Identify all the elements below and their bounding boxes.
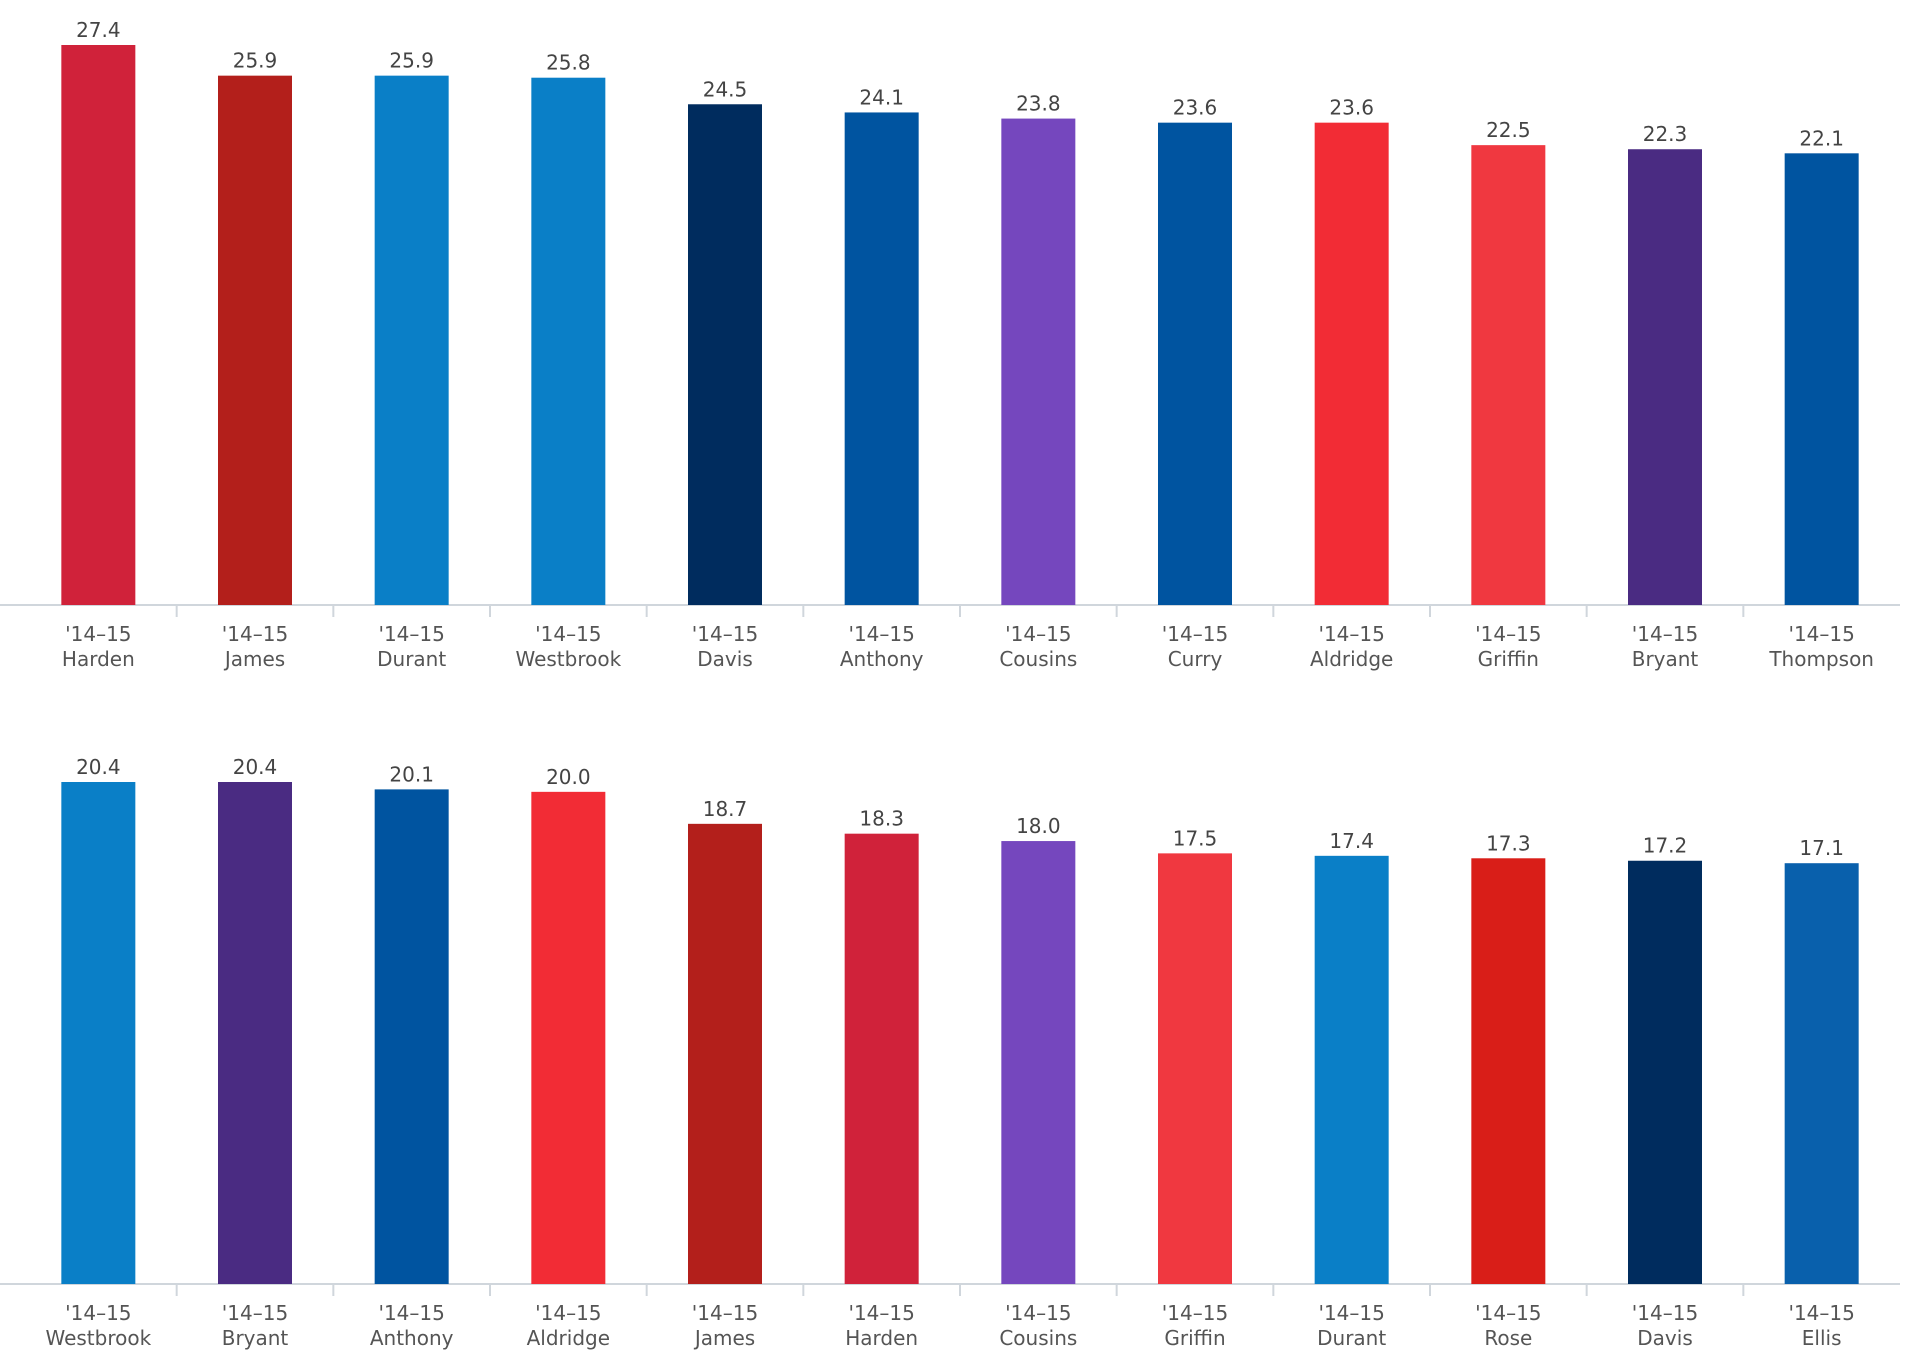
bar — [1158, 853, 1232, 1284]
tick-label-season: '14–15 — [535, 622, 601, 646]
tick-label-player: Anthony — [840, 647, 924, 671]
bar — [61, 45, 136, 605]
tick-label-player: Durant — [377, 647, 446, 671]
bar — [61, 782, 136, 1284]
data-label: 18.7 — [703, 797, 748, 821]
tick-label-season: '14–15 — [848, 1301, 914, 1325]
tick-label-player: Harden — [62, 647, 135, 671]
tick-label-player: Davis — [697, 647, 752, 671]
tick-label-player: Westbrook — [45, 1326, 151, 1350]
data-label: 17.5 — [1173, 826, 1218, 850]
bar — [1628, 860, 1702, 1284]
data-label: 20.0 — [546, 765, 591, 789]
data-label: 23.6 — [1329, 96, 1374, 120]
tick-label-season: '14–15 — [1005, 622, 1071, 646]
tick-label-player: Griffin — [1478, 647, 1539, 671]
tick-label-season: '14–15 — [692, 1301, 758, 1325]
tick-label-season: '14–15 — [848, 622, 914, 646]
bar — [844, 833, 919, 1284]
data-label: 23.6 — [1173, 96, 1218, 120]
tick-label-season: '14–15 — [378, 1301, 444, 1325]
tick-label-player: Bryant — [222, 1326, 289, 1350]
tick-label-player: Ellis — [1802, 1326, 1842, 1350]
tick-label-season: '14–15 — [1788, 622, 1854, 646]
tick-label-season: '14–15 — [1318, 1301, 1384, 1325]
tick-label-player: Bryant — [1632, 647, 1699, 671]
bar — [844, 112, 919, 606]
tick-label-season: '14–15 — [1162, 1301, 1228, 1325]
bar — [218, 75, 292, 606]
data-label: 25.9 — [233, 49, 278, 73]
tick-label-season: '14–15 — [1475, 622, 1541, 646]
tick-label-season: '14–15 — [1632, 1301, 1698, 1325]
tick-label-season: '14–15 — [65, 1301, 131, 1325]
data-label: 24.5 — [703, 77, 748, 101]
tick-label-player: Thompson — [1768, 647, 1874, 671]
tick-label-player: Aldridge — [1310, 647, 1393, 671]
tick-label-season: '14–15 — [65, 622, 131, 646]
bar — [1784, 153, 1859, 605]
data-label: 25.8 — [546, 51, 591, 75]
data-label: 25.9 — [389, 49, 434, 73]
tick-label-season: '14–15 — [378, 622, 444, 646]
tick-label-season: '14–15 — [1788, 1301, 1854, 1325]
bar — [1001, 118, 1076, 605]
tick-label-player: Cousins — [999, 1326, 1077, 1350]
bar — [688, 104, 762, 605]
tick-label-season: '14–15 — [1632, 622, 1698, 646]
bar — [1001, 841, 1076, 1284]
tick-label-player: Cousins — [999, 647, 1077, 671]
bar — [218, 782, 292, 1284]
data-label: 18.3 — [859, 807, 904, 831]
tick-label-player: Durant — [1317, 1326, 1386, 1350]
tick-label-season: '14–15 — [1475, 1301, 1541, 1325]
tick-label-season: '14–15 — [692, 622, 758, 646]
data-label: 24.1 — [859, 85, 904, 109]
bar — [374, 789, 449, 1284]
bar — [1784, 863, 1859, 1284]
tick-label-player: James — [223, 647, 285, 671]
tick-label-player: Aldridge — [527, 1326, 610, 1350]
tick-label-player: Rose — [1484, 1326, 1532, 1350]
bar — [1314, 855, 1389, 1284]
data-label: 27.4 — [76, 18, 121, 42]
bar — [1158, 122, 1232, 605]
tick-label-season: '14–15 — [1162, 622, 1228, 646]
tick-label-player: Davis — [1637, 1326, 1692, 1350]
tick-label-season: '14–15 — [1005, 1301, 1071, 1325]
bar — [688, 823, 762, 1284]
tick-label-player: Curry — [1168, 647, 1223, 671]
bar — [531, 77, 606, 605]
data-label: 22.3 — [1643, 122, 1688, 146]
tick-label-player: Harden — [845, 1326, 918, 1350]
tick-label-season: '14–15 — [222, 622, 288, 646]
data-label: 17.2 — [1643, 834, 1688, 858]
tick-label-season: '14–15 — [1318, 622, 1384, 646]
data-label: 23.8 — [1016, 92, 1061, 116]
data-label: 20.1 — [389, 762, 434, 786]
data-label: 20.4 — [233, 755, 278, 779]
bar — [1314, 122, 1389, 605]
data-label: 22.1 — [1799, 126, 1844, 150]
data-label: 20.4 — [76, 755, 121, 779]
data-label: 18.0 — [1016, 814, 1061, 838]
bar — [1628, 149, 1702, 605]
tick-label-player: James — [693, 1326, 755, 1350]
tick-label-season: '14–15 — [535, 1301, 601, 1325]
tick-label-player: Anthony — [370, 1326, 454, 1350]
tick-label-player: Westbrook — [515, 647, 621, 671]
bar — [374, 75, 449, 606]
bar — [531, 791, 606, 1284]
bar — [1471, 858, 1546, 1284]
tick-label-season: '14–15 — [222, 1301, 288, 1325]
data-label: 22.5 — [1486, 118, 1531, 142]
data-label: 17.3 — [1486, 831, 1531, 855]
tick-label-player: Griffin — [1164, 1326, 1225, 1350]
data-label: 17.1 — [1799, 836, 1844, 860]
bar — [1471, 145, 1546, 605]
data-label: 17.4 — [1329, 829, 1374, 853]
